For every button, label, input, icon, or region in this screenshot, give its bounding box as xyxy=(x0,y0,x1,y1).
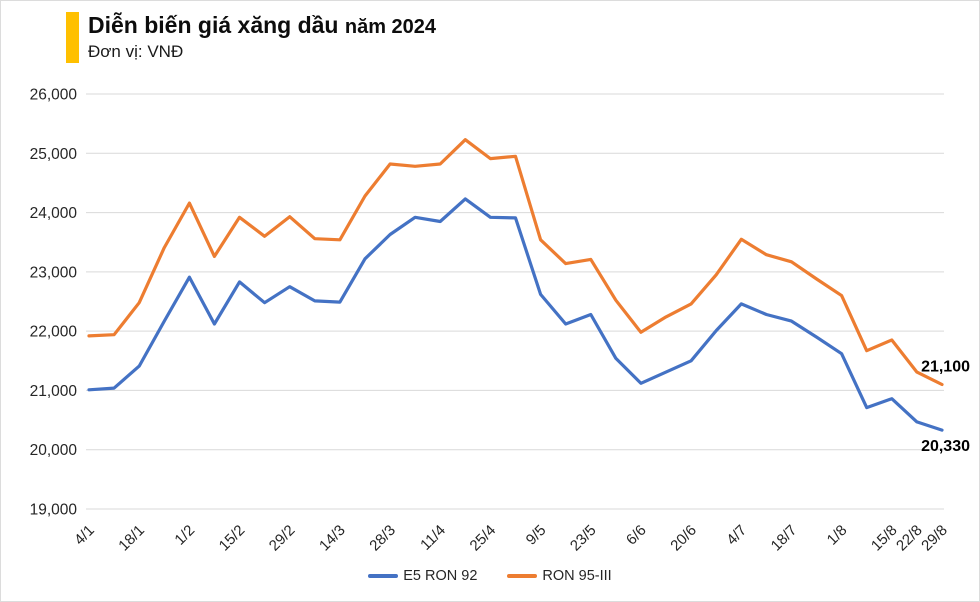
legend-label-ron95: RON 95-III xyxy=(542,568,612,584)
x-tick-label: 28/3 xyxy=(366,522,399,555)
end-value-label: 20,330 xyxy=(921,438,970,455)
x-tick-label: 4/1 xyxy=(71,522,98,549)
y-tick-label: 24,000 xyxy=(30,205,78,222)
y-tick-label: 21,000 xyxy=(30,383,78,400)
y-tick-label: 25,000 xyxy=(30,146,78,163)
y-tick-label: 23,000 xyxy=(30,264,78,281)
title-main-text: Diễn biến giá xăng dầu xyxy=(88,12,339,38)
legend-label-e5: E5 RON 92 xyxy=(403,568,478,584)
x-tick-label: 14/3 xyxy=(316,522,349,555)
x-tick-label: 29/2 xyxy=(266,522,299,555)
x-tick-label: 11/4 xyxy=(417,522,449,554)
x-tick-label: 15/2 xyxy=(216,522,249,555)
x-tick-label: 1/2 xyxy=(171,522,198,549)
x-tick-label: 25/4 xyxy=(467,522,500,555)
x-tick-label: 29/8 xyxy=(918,522,951,555)
x-tick-label: 1/8 xyxy=(824,522,851,549)
title-year-text: năm 2024 xyxy=(344,16,437,38)
chart-title: Diễn biến giá xăng dầu năm 2024 xyxy=(88,12,436,40)
x-tick-label: 18/7 xyxy=(768,522,801,555)
legend-swatch-e5-icon xyxy=(368,574,399,578)
y-tick-label: 20,000 xyxy=(30,442,78,459)
title-block: Diễn biến giá xăng dầu năm 2024 Đơn vị: … xyxy=(88,12,436,63)
x-tick-label: 20/6 xyxy=(667,522,700,555)
y-tick-label: 26,000 xyxy=(30,87,78,104)
y-tick-label: 22,000 xyxy=(30,324,78,341)
data-labels-group: 21,100 20,330 xyxy=(921,359,970,456)
series-line-e5-ron-92 xyxy=(87,197,944,432)
chart-legend: E5 RON 92 RON 95-III xyxy=(1,568,979,584)
x-tick-label: 22/8 xyxy=(893,522,926,555)
x-tick-label: 18/1 xyxy=(115,522,148,555)
chart-subtitle: Đơn vị: VNĐ xyxy=(88,42,184,61)
legend-item-e5-ron-92: E5 RON 92 xyxy=(368,568,477,584)
x-tick-label: 23/5 xyxy=(567,522,600,555)
title-accent-bar xyxy=(66,12,79,63)
gridlines-group xyxy=(86,93,944,510)
series-line-ron-95-iii xyxy=(87,138,944,387)
series-lines-group xyxy=(87,138,944,432)
chart-header: Diễn biến giá xăng dầu năm 2024 Đơn vị: … xyxy=(66,12,436,63)
x-tick-label: 9/5 xyxy=(523,522,550,549)
legend-swatch-ron95-icon xyxy=(507,574,538,578)
y-axis-labels-group: 19,000 20,000 21,000 22,000 23,000 24,000 25,0… xyxy=(30,87,78,519)
x-axis-labels-group: 4/1 18/1 1/2 15/2 29/2 14/3 28/3 11/4 25/4 9/5 23/… xyxy=(71,522,951,555)
end-value-label: 21,100 xyxy=(921,359,970,376)
x-tick-label: 6/6 xyxy=(623,522,650,549)
y-tick-label: 19,000 xyxy=(30,502,78,519)
x-tick-label: 15/8 xyxy=(868,522,901,555)
x-tick-label: 4/7 xyxy=(723,522,750,549)
legend-item-ron-95-iii: RON 95-III xyxy=(507,568,612,584)
